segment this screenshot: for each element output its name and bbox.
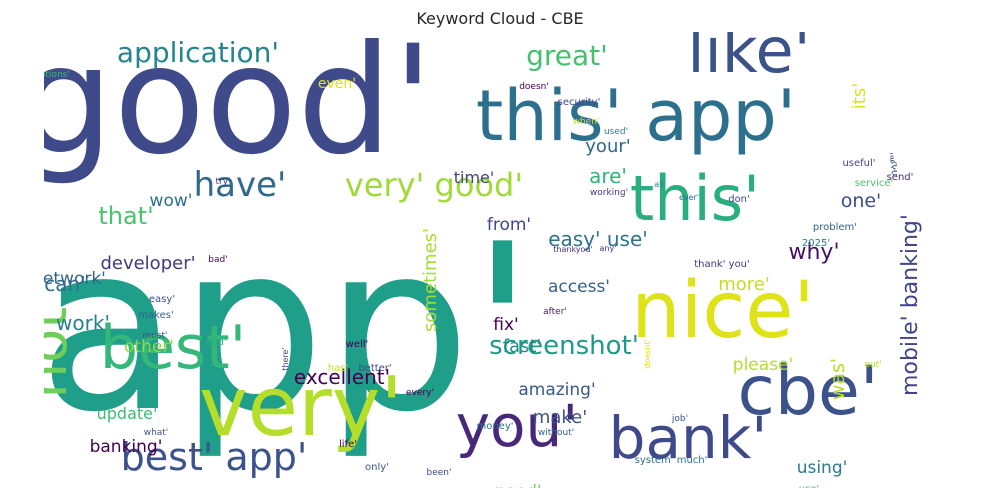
word-options: options' (44, 70, 70, 80)
word-security: security' (558, 97, 601, 108)
word-from: from' (487, 215, 531, 235)
word-app: app' (44, 196, 534, 463)
word-not: not' (44, 291, 80, 398)
word-job: job' (671, 414, 688, 424)
word-time: time' (454, 168, 495, 187)
word-cloud: app'good' very' nice' this' app'like' this' c… (44, 32, 923, 488)
word-access: access' (548, 277, 610, 297)
word-used: used' (604, 127, 628, 137)
word-after: after' (543, 307, 567, 317)
word-easy-use: easy' use' (548, 227, 648, 251)
word-2025: 2025' (802, 238, 830, 249)
word-bank: bank' (609, 404, 768, 472)
word-your: your' (585, 136, 630, 157)
word-was: was' (827, 358, 849, 400)
word-nice: nice' (631, 266, 814, 356)
word-without: without' (538, 428, 574, 438)
word-easy: easy' (149, 294, 175, 305)
word-makes: makes' (138, 310, 173, 321)
word-there: there' (281, 347, 290, 370)
word-that: that' (98, 202, 153, 230)
word-every: every' (406, 388, 434, 398)
word-network: network' (44, 269, 106, 289)
word-make: make' (533, 407, 587, 428)
word-banking: banking' (90, 437, 163, 457)
word-great: great' (526, 39, 608, 72)
word-ሰላም: ሰላም' (889, 152, 900, 176)
word-more: more' (718, 274, 770, 295)
word-use: use' (799, 484, 819, 488)
word-best: best' (100, 313, 246, 383)
word-doesn: doesn' (519, 82, 549, 92)
word-any: any' (600, 244, 617, 253)
word-been: been' (427, 468, 452, 478)
word-has: has' (328, 363, 348, 374)
word-better: better' (358, 363, 391, 374)
word-thank-you: thank' you' (694, 259, 750, 270)
word-very: very' (199, 360, 403, 455)
word-excellent: excellent' (294, 365, 390, 389)
word-its: its' (849, 83, 870, 109)
word-update: update' (97, 404, 158, 423)
word-other: other' (124, 337, 174, 357)
word-when: when' (573, 117, 600, 127)
word-application: application' (117, 36, 279, 69)
word-need: need' (494, 482, 541, 488)
word-life: life' (339, 439, 357, 450)
word-mobile-banking: mobile' banking' (898, 214, 923, 396)
word-best-app: best' app' (121, 435, 308, 479)
word-why: why' (788, 240, 839, 265)
word-money: money' (476, 421, 513, 432)
word-cbe: cbe' (737, 352, 878, 431)
word-fast: fast' (503, 336, 542, 357)
word-working: working' (590, 188, 628, 198)
chart-title: Keyword Cloud - CBE (416, 9, 584, 28)
word-system-much: system' much' (635, 455, 708, 466)
word-don: don' (728, 194, 750, 205)
word-using: using' (797, 458, 848, 478)
word-this-app: this' app' (476, 75, 796, 157)
word-good: good' (44, 32, 434, 188)
word-bad: bad' (208, 255, 227, 265)
word-send: send' (887, 172, 914, 183)
word-are: are' (589, 164, 627, 188)
word-thankyou: thankyou' (553, 245, 592, 254)
word-problem: problem' (813, 222, 857, 233)
word-out: out' (864, 360, 881, 370)
word-please: please' (733, 355, 793, 375)
word-simple: simple' (44, 347, 45, 358)
word-work: work' (56, 311, 110, 335)
word-useful: useful' (842, 158, 875, 169)
word-this: this' (630, 162, 760, 235)
word-only: only' (365, 462, 389, 473)
word-very-good: very' good' (345, 166, 523, 204)
word-well: well' (346, 339, 369, 350)
word-most: most' (143, 331, 168, 341)
word-sometimes: sometimes' (420, 228, 441, 332)
word-developer: developer' (100, 253, 195, 274)
word-have: have' (194, 165, 287, 205)
word-can: can' (44, 272, 85, 296)
word-one: one' (841, 190, 882, 212)
word-ever: ever' (679, 193, 699, 202)
word-fix: fix' (493, 315, 518, 335)
word-what: what' (144, 428, 169, 438)
word-try: try' (215, 177, 230, 187)
word-screenshot: screenshot' (489, 331, 639, 361)
word-all: all' (654, 180, 666, 189)
word-wow: wow' (150, 191, 193, 211)
word-doesnt: doesnt' (643, 339, 652, 368)
word-you: you' (456, 392, 579, 460)
word-even: even' (318, 76, 356, 92)
word-amazing: amazing' (518, 380, 595, 400)
word-service: service' (855, 178, 894, 189)
word-add: add' (205, 337, 227, 348)
word-like: like' (687, 32, 810, 87)
